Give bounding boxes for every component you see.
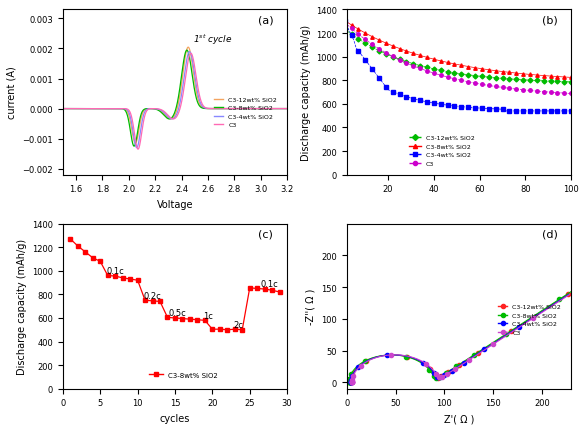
Y-axis label: current (A): current (A) <box>7 67 17 119</box>
Text: (a): (a) <box>258 15 274 25</box>
Legend: C3-12wt% SiO2, C3-8wt% SiO2, C3-4wt% SiO2, C3: C3-12wt% SiO2, C3-8wt% SiO2, C3-4wt% SiO… <box>212 95 280 131</box>
Text: 1c: 1c <box>203 311 213 320</box>
Text: 0.5c: 0.5c <box>169 308 187 317</box>
Y-axis label: Discharge capacity (mAh/g): Discharge capacity (mAh/g) <box>16 239 26 375</box>
Text: (d): (d) <box>542 229 558 239</box>
Legend: C3-12wt% SiO2, C3-8wt% SiO2, C3-4wt% SiO2, C3: C3-12wt% SiO2, C3-8wt% SiO2, C3-4wt% SiO… <box>406 133 478 169</box>
Text: 1$^{st}$ cycle: 1$^{st}$ cycle <box>193 33 233 47</box>
X-axis label: Z'( Ω ): Z'( Ω ) <box>444 413 474 423</box>
Text: (c): (c) <box>258 229 273 239</box>
Text: 2c: 2c <box>233 321 243 330</box>
X-axis label: Voltage: Voltage <box>156 200 193 209</box>
Text: 0.1c: 0.1c <box>106 267 124 276</box>
Text: 0.1c: 0.1c <box>261 279 279 288</box>
Text: (b): (b) <box>542 15 558 25</box>
Text: 0.2c: 0.2c <box>144 291 161 300</box>
X-axis label: cycles: cycles <box>160 413 190 423</box>
Legend: C3-12wt% SiO2, C3-8wt% SiO2, C3-4wt% SiO2, C3: C3-12wt% SiO2, C3-8wt% SiO2, C3-4wt% SiO… <box>495 302 564 338</box>
Legend: C3-8wt% SiO2: C3-8wt% SiO2 <box>146 369 221 381</box>
Y-axis label: Discharge capacity (mAh/g): Discharge capacity (mAh/g) <box>301 25 311 161</box>
Y-axis label: -Z''( Ω ): -Z''( Ω ) <box>306 288 316 325</box>
